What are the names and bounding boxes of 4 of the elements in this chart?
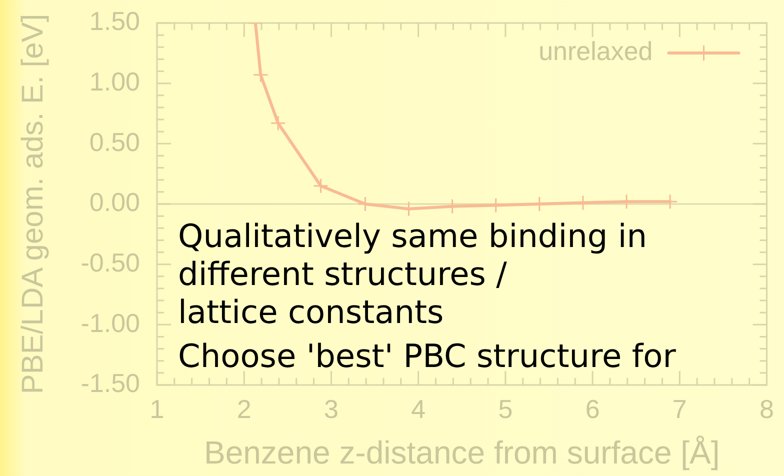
annotation: different structures / <box>178 255 507 293</box>
annotation: Qualitatively same binding in <box>178 217 648 255</box>
annotation: lattice constants <box>178 293 444 331</box>
annotation: Choose 'best' PBC structure for <box>178 337 676 375</box>
